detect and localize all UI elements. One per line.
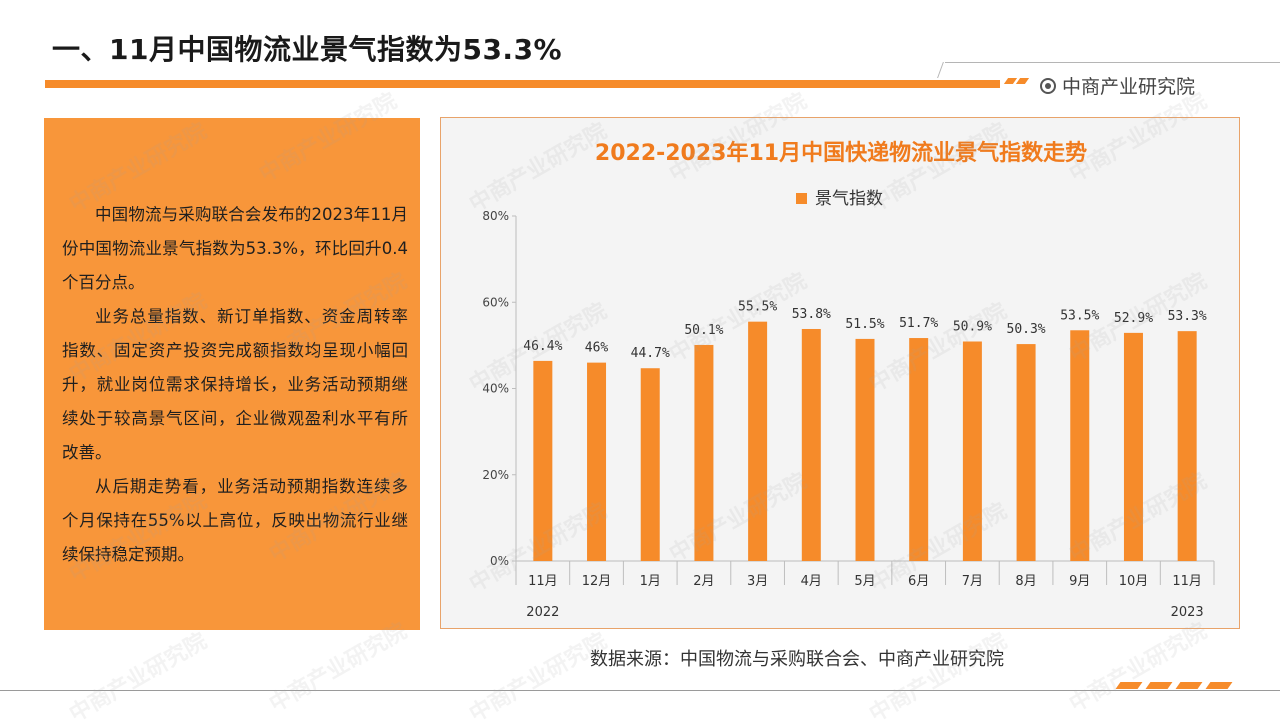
x-tick-label: 11月 xyxy=(528,574,558,589)
data-label: 46% xyxy=(585,341,609,356)
footer-line xyxy=(0,690,1280,691)
brand-logo: 中商产业研究院 xyxy=(1040,72,1195,99)
bar xyxy=(855,338,875,561)
bar xyxy=(694,344,714,561)
x-tick-label: 4月 xyxy=(801,574,822,589)
summary-panel: 中国物流与采购联合会发布的2023年11月份中国物流业景气指数为53.3%，环比… xyxy=(44,118,420,630)
y-tick-label: 40% xyxy=(482,382,509,396)
data-source-note: 数据来源：中国物流与采购联合会、中商产业研究院 xyxy=(590,649,1004,670)
data-label: 46.4% xyxy=(523,339,562,354)
data-label: 53.3% xyxy=(1168,309,1207,324)
y-tick-label: 20% xyxy=(482,468,509,482)
page-title: 一、11月中国物流业景气指数为53.3% xyxy=(52,33,563,66)
summary-paragraph-3: 从后期走势看，业务活动预期指数连续多个月保持在55%以上高位，反映出物流行业继续… xyxy=(62,477,408,564)
summary-paragraph-1: 中国物流与采购联合会发布的2023年11月份中国物流业景气指数为53.3%，环比… xyxy=(62,205,408,292)
bar xyxy=(1070,330,1090,561)
x-tick-label: 12月 xyxy=(582,574,612,589)
x-tick-label: 10月 xyxy=(1119,574,1149,589)
x-tick-label: 6月 xyxy=(908,574,929,589)
summary-text: 中国物流与采购联合会发布的2023年11月份中国物流业景气指数为53.3%，环比… xyxy=(62,198,408,572)
x-tick-label: 7月 xyxy=(962,574,983,589)
watermark-text: 中商产业研究院 xyxy=(65,628,212,728)
data-label: 51.7% xyxy=(899,316,938,331)
legend-label: 景气指数 xyxy=(815,189,883,209)
header-deco-line xyxy=(945,62,1280,63)
bar xyxy=(640,368,660,561)
data-label: 50.1% xyxy=(684,323,723,338)
data-label: 50.3% xyxy=(1007,322,1046,337)
y-tick-label: 60% xyxy=(482,295,509,309)
data-label: 44.7% xyxy=(631,346,670,361)
bar xyxy=(748,321,768,561)
y-tick-label: 80% xyxy=(482,209,509,223)
data-label: 55.5% xyxy=(738,300,777,315)
data-label: 53.8% xyxy=(792,307,831,322)
legend-swatch xyxy=(796,193,807,204)
header-deco-slant xyxy=(937,62,944,78)
bar xyxy=(587,362,607,561)
bar xyxy=(1016,344,1036,561)
watermark-text: 中商产业研究院 xyxy=(465,628,612,728)
brand-circle-icon xyxy=(1040,77,1056,94)
bar xyxy=(533,360,553,561)
y-tick-label: 0% xyxy=(490,554,509,568)
x-tick-label: 5月 xyxy=(854,574,875,589)
bar xyxy=(909,338,929,561)
x-tick-label: 11月 xyxy=(1172,574,1202,589)
data-label: 53.5% xyxy=(1060,308,1099,323)
x-tick-label: 3月 xyxy=(747,574,768,589)
x-tick-label: 9月 xyxy=(1069,574,1090,589)
bar xyxy=(801,328,821,561)
title-underline-bar xyxy=(45,80,1000,88)
bar xyxy=(1177,331,1197,561)
bar xyxy=(1123,332,1143,561)
watermark-text: 中商产业研究院 xyxy=(865,628,1012,728)
year-label-end: 2023 xyxy=(1171,605,1204,620)
data-label: 52.9% xyxy=(1114,311,1153,326)
bar xyxy=(962,341,982,561)
x-tick-label: 8月 xyxy=(1015,574,1036,589)
chart-title: 2022-2023年11月中国快递物流业景气指数走势 xyxy=(595,140,1087,166)
x-tick-label: 1月 xyxy=(640,574,661,589)
summary-paragraph-2: 业务总量指数、新订单指数、资金周转率指数、固定资产投资完成额指数均呈现小幅回升，… xyxy=(62,307,408,462)
data-label: 51.5% xyxy=(845,317,884,332)
chart-panel: 2022-2023年11月中国快递物流业景气指数走势景气指数 0% 20% 40% 60… xyxy=(440,117,1240,629)
x-tick-label: 2月 xyxy=(693,574,714,589)
year-label-start: 2022 xyxy=(526,605,559,620)
data-label: 50.9% xyxy=(953,319,992,334)
brand-name: 中商产业研究院 xyxy=(1062,76,1196,98)
